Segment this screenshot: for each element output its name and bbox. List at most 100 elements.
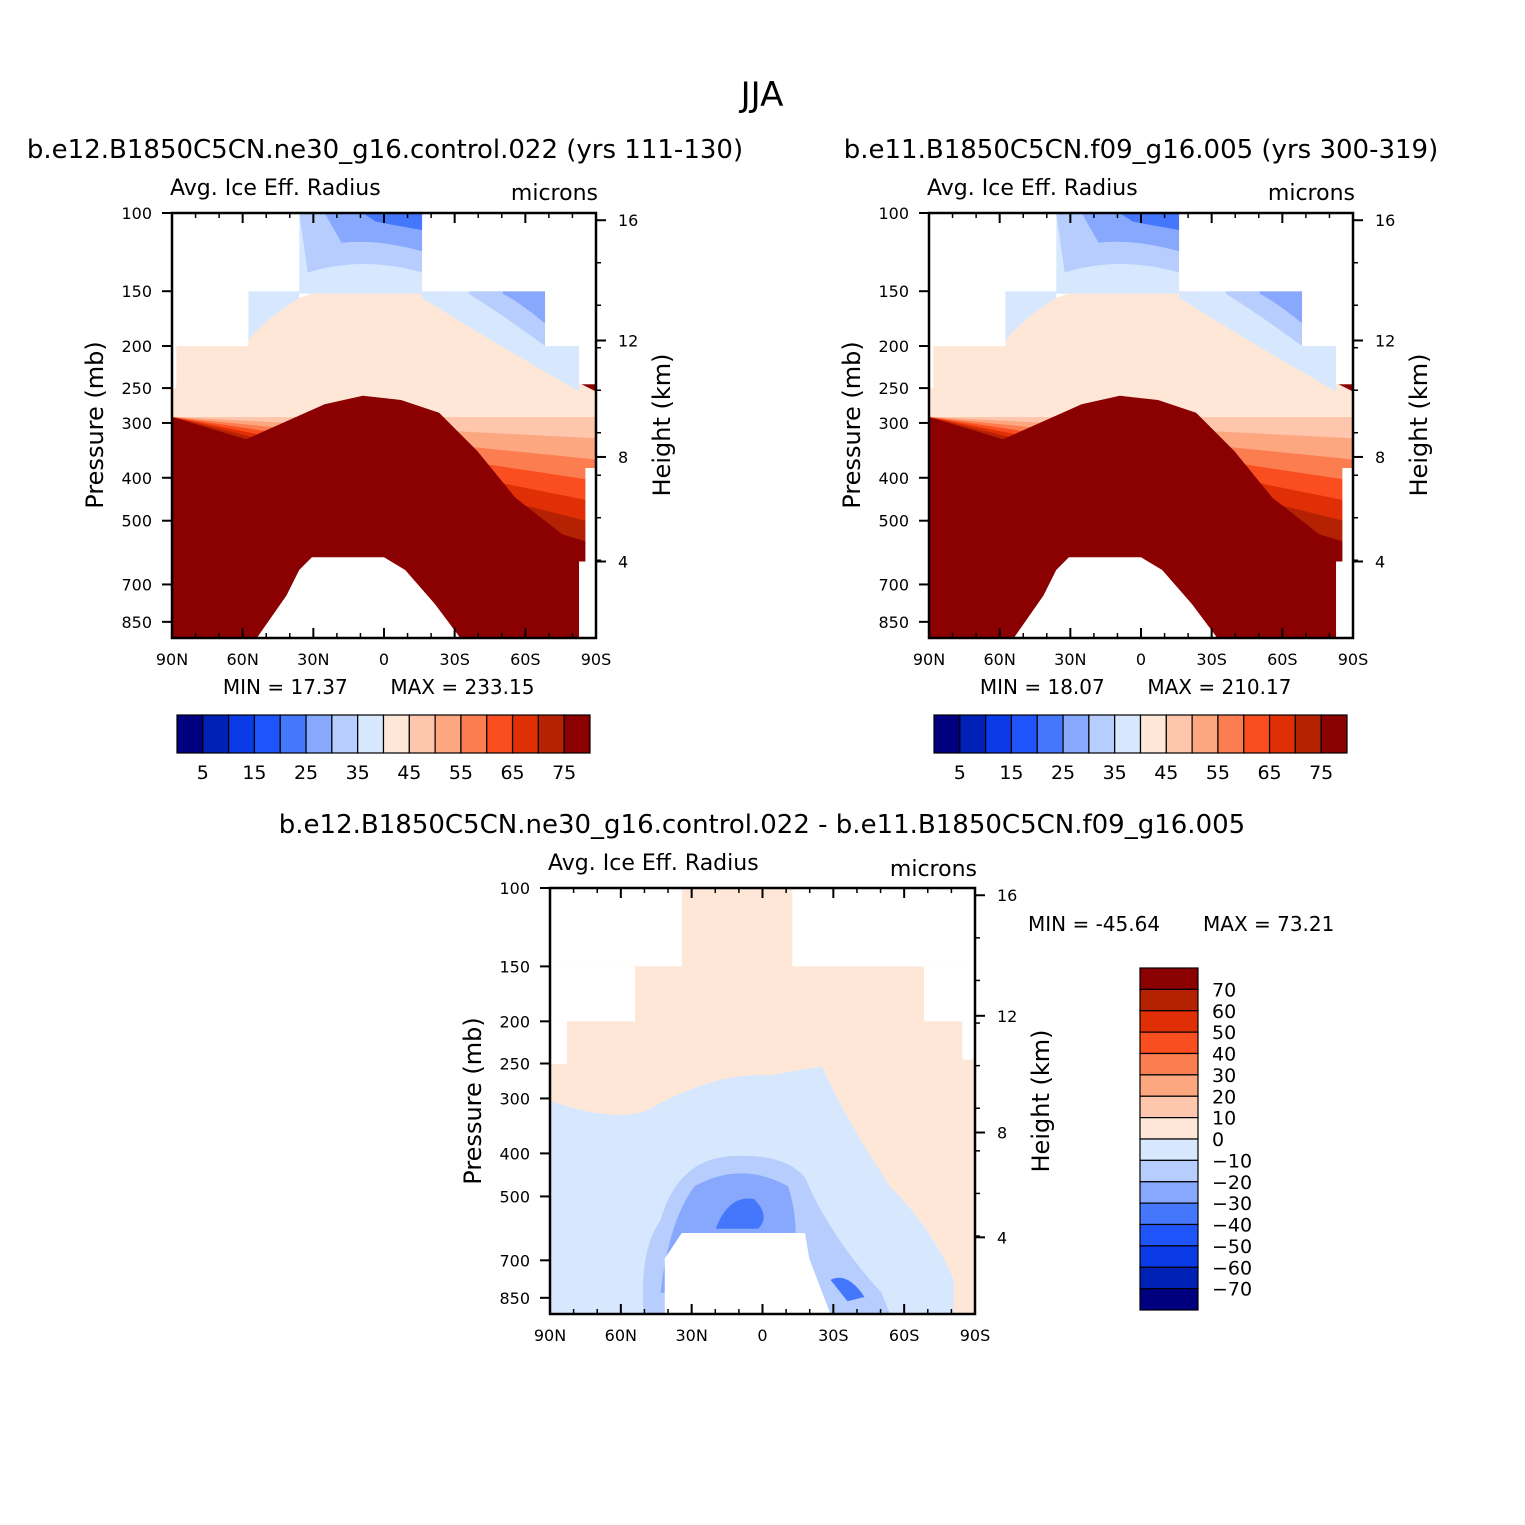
colorbar-label: 0 xyxy=(1212,1129,1224,1151)
panel-variable-label: Avg. Ice Eff. Radius xyxy=(170,176,381,201)
topography-mask xyxy=(1013,557,1218,638)
missing-mask xyxy=(550,888,682,967)
contour-band xyxy=(172,395,596,638)
y-axis-label: Pressure (mb) xyxy=(838,341,866,508)
panel-units-label: microns xyxy=(890,857,977,882)
y-tick-label: 100 xyxy=(499,879,530,898)
colorbar-label: 10 xyxy=(1212,1108,1236,1130)
colorbar-swatch xyxy=(176,714,204,754)
x-tick-label: 90N xyxy=(913,650,945,669)
missing-mask xyxy=(1342,468,1353,638)
min-label: MIN = 17.37 xyxy=(223,675,348,699)
colorbar: 5 15 25 35 45 55 65 75 xyxy=(176,714,591,784)
y-tick-label: 700 xyxy=(121,575,152,594)
colorbar-swatch xyxy=(1010,714,1038,754)
y-tick-label: 200 xyxy=(499,1012,530,1031)
colorbar-swatch xyxy=(1139,1288,1199,1311)
x-tick-label: 60N xyxy=(984,650,1016,669)
y-right-tick-label: 16 xyxy=(618,211,638,230)
missing-mask xyxy=(545,291,596,347)
colorbar-swatch xyxy=(279,714,307,754)
colorbar-label: 5 xyxy=(197,762,209,784)
contour-band xyxy=(502,291,546,324)
colorbar-swatch xyxy=(253,714,281,754)
panel-variable-label: Avg. Ice Eff. Radius xyxy=(927,176,1138,201)
topography-mask xyxy=(664,1233,831,1314)
panel-title: b.e11.B1850C5CN.f09_g16.005 (yrs 300-319… xyxy=(844,135,1438,165)
contour-band xyxy=(715,1198,764,1229)
colorbar-label: −20 xyxy=(1212,1172,1252,1194)
colorbar-swatch xyxy=(1139,1052,1199,1076)
missing-mask xyxy=(929,291,1006,347)
missing-mask xyxy=(422,213,596,292)
min-label: MIN = -45.64 xyxy=(1028,912,1160,936)
y-right-tick-label: 16 xyxy=(1375,211,1395,230)
y-right-tick-label: 8 xyxy=(997,1124,1007,1143)
colorbar-swatch xyxy=(985,714,1013,754)
colorbar-swatch xyxy=(1139,1074,1199,1097)
colorbar-swatch xyxy=(1139,1095,1199,1119)
y-right-tick-label: 12 xyxy=(997,1007,1017,1026)
x-tick-label: 90N xyxy=(156,650,188,669)
x-tick-label: 30S xyxy=(439,650,470,669)
y-tick-label: 100 xyxy=(121,204,152,223)
colorbar: 5 15 25 35 45 55 65 75 xyxy=(933,714,1348,784)
x-tick-label: 30N xyxy=(676,1326,708,1345)
colorbar-label: 45 xyxy=(1154,762,1178,784)
figure-title: JJA xyxy=(739,75,784,115)
colorbar-label: 65 xyxy=(1257,762,1281,784)
colorbar-label: 75 xyxy=(1309,762,1333,784)
y-tick-label: 700 xyxy=(878,575,909,594)
x-tick-label: 30S xyxy=(1196,650,1227,669)
x-tick-label: 30N xyxy=(1054,650,1086,669)
colorbar-label: 55 xyxy=(1206,762,1230,784)
colorbar-swatch xyxy=(1320,714,1348,754)
colorbar-swatch xyxy=(1088,714,1116,754)
missing-mask xyxy=(1336,346,1353,385)
colorbar-swatch xyxy=(1139,1202,1199,1226)
colorbar-swatch xyxy=(1268,714,1296,754)
colorbar-swatch xyxy=(1139,1117,1199,1140)
y-tick-label: 250 xyxy=(121,379,152,398)
max-label: MAX = 210.17 xyxy=(1147,675,1291,699)
panel-variable-label: Avg. Ice Eff. Radius xyxy=(548,851,759,876)
colorbar-label: 75 xyxy=(552,762,576,784)
colorbar-swatch xyxy=(1114,714,1142,754)
panel-3: b.e12.B1850C5CN.ne30_g16.control.022 - b… xyxy=(279,810,1335,1345)
colorbar-swatch xyxy=(1139,1223,1199,1247)
contour-band xyxy=(172,285,596,417)
colorbar-swatch xyxy=(1139,1138,1199,1161)
colorbar-swatch xyxy=(1139,967,1199,990)
contour-band xyxy=(1259,291,1303,324)
y-axis-label: Pressure (mb) xyxy=(81,341,109,508)
y-right-tick-label: 4 xyxy=(618,553,628,572)
colorbar-swatch xyxy=(537,714,565,754)
colorbar-label: 35 xyxy=(1103,762,1127,784)
colorbar-label: 35 xyxy=(346,762,370,784)
colorbar-swatch xyxy=(1139,1010,1199,1033)
y-tick-label: 700 xyxy=(499,1251,530,1270)
colorbar-label: 40 xyxy=(1212,1044,1236,1066)
colorbar-swatch xyxy=(1062,714,1090,754)
colorbar-label: 15 xyxy=(999,762,1023,784)
x-tick-label: 60N xyxy=(227,650,259,669)
missing-mask xyxy=(172,346,177,389)
colorbar-swatch xyxy=(228,714,256,754)
y-tick-label: 200 xyxy=(878,337,909,356)
colorbar-swatch xyxy=(408,714,436,754)
colorbar-swatch xyxy=(1294,714,1322,754)
panel-2: b.e11.B1850C5CN.f09_g16.005 (yrs 300-319… xyxy=(838,135,1438,784)
colorbar-label: 5 xyxy=(954,762,966,784)
y-tick-label: 850 xyxy=(499,1289,530,1308)
contour-band xyxy=(830,1277,865,1302)
colorbar-label: −40 xyxy=(1212,1215,1252,1237)
colorbar-swatch xyxy=(1139,1031,1199,1055)
x-tick-label: 90N xyxy=(534,1326,566,1345)
colorbar-label: −50 xyxy=(1212,1236,1252,1258)
colorbar-label: 60 xyxy=(1212,1001,1236,1023)
missing-mask xyxy=(579,561,596,638)
y-tick-label: 500 xyxy=(878,512,909,531)
colorbar-swatch xyxy=(1139,988,1199,1012)
missing-mask xyxy=(172,291,249,347)
plot-area xyxy=(550,888,975,1314)
